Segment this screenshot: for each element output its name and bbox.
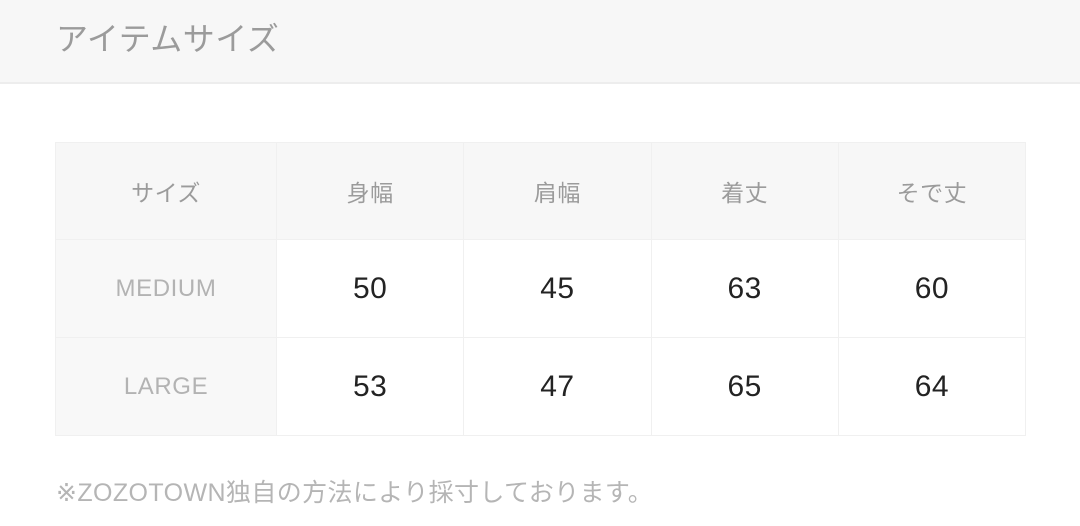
- row-label-medium: MEDIUM: [55, 239, 277, 338]
- cell-large-shoulder: 47: [463, 337, 652, 436]
- table-row: LARGE 53 47 65 64: [55, 337, 1027, 436]
- row-label-large: LARGE: [55, 337, 277, 436]
- table-head: サイズ 身幅 肩幅 着丈 そで丈: [55, 142, 1027, 240]
- table-header-row: サイズ 身幅 肩幅 着丈 そで丈: [55, 142, 1027, 240]
- cell-medium-shoulder: 45: [463, 239, 652, 338]
- section-header-band: アイテムサイズ: [0, 0, 1080, 84]
- table-body: MEDIUM 50 45 63 60 LARGE 53 47 65 64: [55, 239, 1027, 436]
- cell-medium-chest: 50: [275, 239, 465, 338]
- column-header-shoulder: 肩幅: [463, 142, 652, 240]
- cell-large-chest: 53: [275, 337, 465, 436]
- measurement-footnote: ※ZOZOTOWN独自の方法により採寸しております。: [56, 479, 654, 507]
- item-size-table: サイズ 身幅 肩幅 着丈 そで丈 MEDIUM 50 45 63 60 LARG…: [55, 142, 1027, 436]
- cell-medium-sleeve: 60: [837, 239, 1027, 338]
- cell-large-length: 65: [650, 337, 839, 436]
- page-title: アイテムサイズ: [56, 21, 280, 57]
- column-header-size: サイズ: [55, 142, 277, 240]
- column-header-chest: 身幅: [275, 142, 465, 240]
- cell-medium-length: 63: [650, 239, 839, 338]
- table-row: MEDIUM 50 45 63 60: [55, 239, 1027, 338]
- cell-large-sleeve: 64: [837, 337, 1027, 436]
- column-header-sleeve: そで丈: [837, 142, 1027, 240]
- size-table-container: サイズ 身幅 肩幅 着丈 そで丈 MEDIUM 50 45 63 60 LARG…: [55, 142, 1027, 436]
- column-header-length: 着丈: [650, 142, 839, 240]
